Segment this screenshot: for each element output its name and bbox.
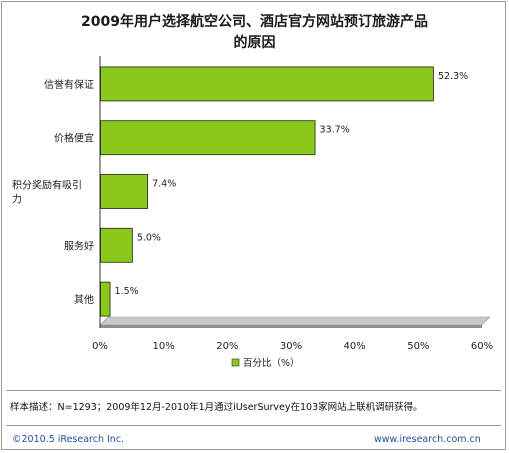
category-label: 力 [12, 193, 22, 206]
x-tick-label: 10% [153, 341, 175, 352]
value-label: 5.0% [137, 232, 161, 243]
category-label: 积分奖励有吸引 [12, 179, 82, 192]
chart-title: 2009年用户选择航空公司、酒店官方网站预订旅游产品 的原因 [0, 12, 509, 54]
bar [100, 66, 434, 102]
x-tick-label: 30% [280, 341, 302, 352]
value-label: 33.7% [320, 125, 350, 136]
chart-title-line2: 的原因 [233, 35, 276, 51]
divider-line [6, 390, 501, 391]
value-label: 7.4% [152, 179, 176, 190]
chart-title-line1: 2009年用户选择航空公司、酒店官方网站预订旅游产品 [81, 14, 428, 30]
category-label: 其他 [74, 293, 94, 306]
bar [100, 174, 149, 209]
x-tick-label: 40% [344, 341, 366, 352]
divider-line [6, 425, 501, 426]
chart-floor [99, 316, 491, 326]
website-link[interactable]: www.iresearch.com.cn [374, 434, 481, 445]
value-label: 52.3% [438, 71, 468, 82]
x-tick-label: 20% [216, 341, 238, 352]
category-label: 价格便宜 [54, 132, 94, 145]
bar [100, 281, 111, 317]
bar [100, 120, 316, 156]
category-label: 信誉有保证 [44, 78, 94, 91]
category-label: 服务好 [64, 239, 94, 252]
bar [100, 227, 133, 263]
x-tick-label: 0% [92, 341, 108, 352]
x-tick-label: 50% [407, 341, 429, 352]
x-tick-label: 60% [471, 341, 493, 352]
value-label: 1.5% [115, 286, 139, 297]
legend-swatch [231, 358, 240, 367]
legend-label: 百分比（%） [243, 357, 300, 369]
chart-floor-edge [100, 325, 482, 328]
sample-note: 样本描述：N=1293；2009年12月-2010年1月通过iUserSurve… [10, 402, 423, 413]
copyright-text: ©2010.5 iResearch Inc. [12, 434, 125, 445]
